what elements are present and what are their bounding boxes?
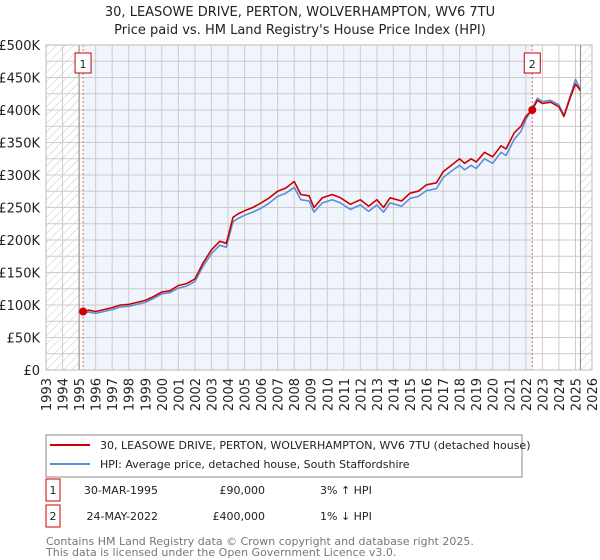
sale-hpi-diff: 1% ↓ HPI [320,510,372,523]
chart-subtitle: Price paid vs. HM Land Registry's House … [114,23,486,38]
hpi-line [82,78,582,315]
x-tick-label: 2020 [487,378,502,411]
x-tick-label: 2024 [553,378,568,411]
x-tick-label: 2019 [470,378,485,411]
plot-border [45,44,593,371]
sale-price: £400,000 [213,510,266,523]
footer-licence: This data is licensed under the Open Gov… [45,546,396,559]
x-tick-label: 2026 [586,378,600,411]
x-tick-label: 2016 [421,378,436,411]
x-tick-label: 2004 [222,378,237,411]
x-tick-label: 2000 [156,378,171,411]
y-tick-label: £150K [0,267,40,282]
sale-date: 30-MAR-1995 [84,484,158,497]
sale-marker-label: 2 [50,510,57,523]
x-tick-label: 2008 [288,378,303,411]
x-tick-label: 1993 [40,378,55,411]
x-tick-label: 2011 [338,378,353,411]
x-tick-label: 2025 [569,378,584,411]
y-tick-label: £450K [0,72,40,87]
x-tick-label: 2017 [437,378,452,411]
sale-point [528,106,537,114]
y-tick-label: £350K [0,137,40,152]
legend-label-property: 30, LEASOWE DRIVE, PERTON, WOLVERHAMPTON… [100,439,531,452]
x-tick-label: 2005 [239,378,254,411]
x-tick-label: 1997 [106,378,121,411]
x-tick-label: 2010 [321,378,336,411]
y-tick-label: £200K [0,234,40,249]
x-tick-label: 2023 [536,378,551,411]
x-tick-label: 2022 [520,378,535,411]
legend: 30, LEASOWE DRIVE, PERTON, WOLVERHAMPTON… [45,434,531,478]
footer-copyright: Contains HM Land Registry data © Crown c… [46,535,474,548]
sale-marker-label: 2 [529,58,536,71]
chart-title: 30, LEASOWE DRIVE, PERTON, WOLVERHAMPTON… [105,5,495,20]
x-tick-label: 2002 [189,378,204,411]
x-tick-label: 2018 [454,378,469,411]
x-tick-label: 1994 [57,378,72,411]
sale-date: 24-MAY-2022 [86,510,158,523]
x-tick-label: 2015 [404,378,419,411]
y-tick-label: £400K [0,104,40,119]
y-tick-label: £0 [23,364,40,379]
sale-row: 2 24-MAY-2022 £400,000 1% ↓ HPI [45,504,372,528]
x-tick-label: 2007 [272,378,287,411]
y-tick-label: £500K [0,39,40,54]
x-tick-label: 2021 [503,378,518,411]
legend-label-hpi: HPI: Average price, detached house, Sout… [100,458,410,471]
y-tick-label: £50K [7,332,41,347]
x-tick-label: 2003 [205,378,220,411]
x-tick-label: 1999 [139,378,154,411]
y-tick-label: £250K [0,202,40,217]
x-tick-label: 2009 [305,378,320,411]
x-tick-label: 2014 [387,378,402,411]
x-tick-label: 2013 [371,378,386,411]
sale-point [79,307,88,316]
x-tick-label: 1996 [90,378,105,411]
sale-marker-label: 1 [80,58,87,71]
property-price-line [82,83,582,313]
sale-hpi-diff: 3% ↑ HPI [320,484,372,497]
sale-row: 1 30-MAR-1995 £90,000 3% ↑ HPI [45,478,372,502]
sales-table: 1 30-MAR-1995 £90,000 3% ↑ HPI 2 24-MAY-… [45,478,372,528]
sale-marker-box [523,52,541,74]
x-tick-label: 1995 [73,378,88,411]
x-tick-label: 2006 [255,378,270,411]
y-tick-label: £100K [0,299,40,314]
x-tick-label: 2001 [172,378,187,411]
sale-marker-label: 1 [50,484,57,497]
x-tick-label: 1998 [123,378,138,411]
x-tick-label: 2012 [354,378,369,411]
sale-price: £90,000 [220,484,266,497]
y-tick-label: £300K [0,169,40,184]
sale-marker-box [74,52,92,74]
